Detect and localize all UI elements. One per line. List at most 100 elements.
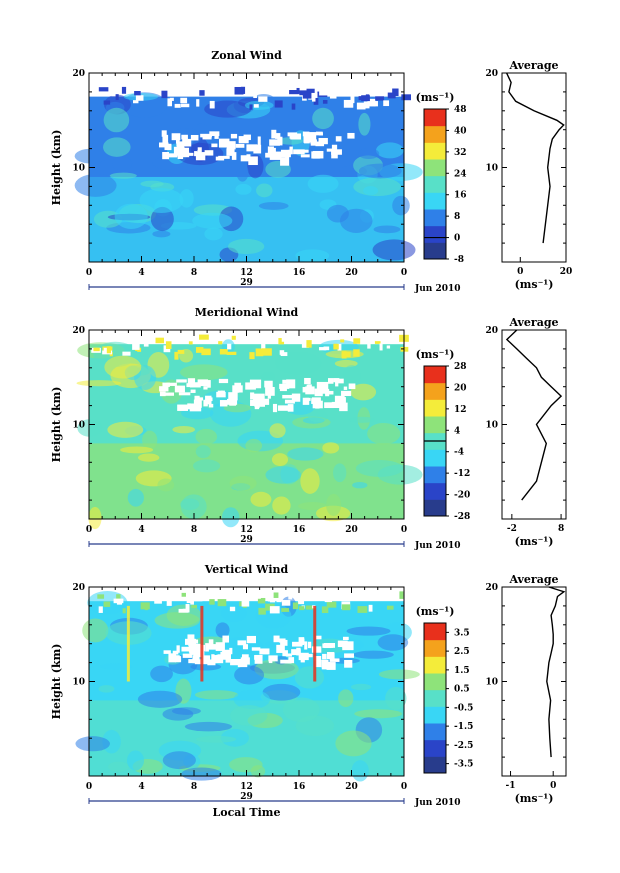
edge-noise <box>201 348 211 356</box>
missing-data <box>310 141 319 146</box>
edge-noise <box>135 95 144 101</box>
heatmap-blob <box>76 380 122 387</box>
missing-data <box>176 645 180 653</box>
heatmap-blob <box>137 690 183 708</box>
missing-data <box>207 659 216 666</box>
heatmap-blob <box>378 669 420 680</box>
colorbar-unit: (ms⁻¹) <box>416 348 455 361</box>
heatmap-blob <box>307 409 329 423</box>
heatmap-blob <box>265 466 302 484</box>
missing-data <box>215 642 225 651</box>
colorbar-swatch <box>424 673 446 691</box>
edge-noise <box>177 349 185 354</box>
missing-data <box>290 133 302 140</box>
edge-noise <box>113 598 124 604</box>
edge-noise <box>186 598 194 604</box>
heatmap-blob <box>77 419 103 437</box>
missing-data <box>159 391 166 397</box>
edge-noise <box>302 91 312 99</box>
missing-data <box>342 642 350 648</box>
heatmap-blob <box>282 697 320 723</box>
missing-data <box>171 133 181 141</box>
edge-noise <box>93 347 100 352</box>
colorbar-swatch <box>424 399 446 417</box>
missing-data <box>304 139 310 144</box>
missing-data <box>302 397 310 405</box>
y-tick-label: 20 <box>72 69 85 79</box>
edge-noise <box>277 88 281 96</box>
heatmap-blob <box>179 189 194 208</box>
edge-noise <box>258 607 266 615</box>
edge-noise <box>185 604 190 612</box>
missing-data <box>174 385 185 393</box>
heatmap-blob <box>74 148 108 164</box>
heatmap-blob <box>297 502 328 511</box>
edge-noise <box>324 597 333 603</box>
missing-data <box>219 400 228 407</box>
missing-data <box>301 653 313 658</box>
edge-noise <box>374 101 378 107</box>
colorbar-tick-label: -3.5 <box>454 760 473 770</box>
edge-noise <box>209 599 215 605</box>
edge-noise <box>322 99 328 104</box>
edge-noise <box>143 343 149 347</box>
edge-noise <box>363 101 370 109</box>
edge-noise <box>356 102 366 110</box>
heatmap-blob <box>271 453 289 467</box>
colorbar-tick-label: 8 <box>454 212 460 222</box>
colorbar-unit: (ms⁻¹) <box>416 605 455 618</box>
edge-noise <box>199 334 209 340</box>
y-tick-label: 20 <box>72 326 85 336</box>
edge-noise <box>134 90 141 96</box>
heatmap-blob <box>274 351 322 375</box>
heatmap-blob <box>258 201 289 210</box>
edge-noise <box>352 592 363 597</box>
missing-data <box>259 658 263 664</box>
missing-data <box>341 390 352 397</box>
x-tick-label: 0 <box>86 268 92 278</box>
edge-noise <box>122 351 131 356</box>
edge-noise <box>297 600 305 605</box>
colorbar-swatch <box>424 706 446 724</box>
edge-noise <box>132 342 140 350</box>
missing-data <box>331 144 338 151</box>
missing-data <box>218 155 230 159</box>
edge-noise <box>122 336 130 343</box>
edge-noise <box>301 340 309 348</box>
missing-data <box>165 153 178 158</box>
heatmap-field <box>75 587 420 782</box>
edge-noise <box>299 606 305 611</box>
heatmap-blob <box>112 156 133 171</box>
edge-noise <box>299 334 308 340</box>
panel-3: Vertical Wind 10 20 Height (km) 0 4 8 12 16 20 0 29… <box>50 563 567 819</box>
heatmap-blob <box>157 478 175 492</box>
missing-data <box>187 378 196 384</box>
missing-data <box>229 647 233 655</box>
missing-data <box>188 659 195 664</box>
missing-data <box>250 392 255 400</box>
x-axis-label: Local Time <box>213 806 281 819</box>
heatmap-blob <box>138 453 160 462</box>
edge-noise <box>239 593 246 599</box>
heatmap-blob <box>358 112 371 136</box>
heatmap-blob <box>223 403 251 413</box>
heatmap-blob <box>88 506 102 530</box>
missing-data <box>321 385 326 394</box>
missing-data <box>245 382 256 390</box>
missing-data <box>271 129 277 139</box>
missing-data <box>172 650 179 655</box>
missing-data <box>289 146 293 155</box>
missing-data <box>176 379 187 383</box>
missing-data <box>205 643 209 652</box>
edge-noise <box>330 591 340 599</box>
missing-data <box>242 644 248 650</box>
heatmap-blob <box>235 183 252 195</box>
edge-noise <box>308 92 318 100</box>
heatmap-blob <box>230 705 268 726</box>
missing-data <box>193 399 198 406</box>
edge-noise <box>219 349 228 355</box>
heatmap-blob <box>346 626 391 636</box>
colorbar-swatch <box>424 449 446 467</box>
heatmap-blob <box>166 604 202 626</box>
edge-noise <box>161 90 168 99</box>
